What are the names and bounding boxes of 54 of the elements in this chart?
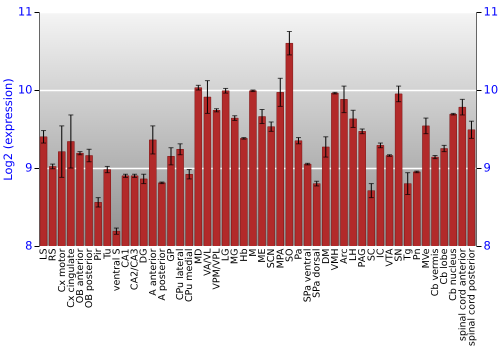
x-tick-label: VA/VL — [202, 248, 214, 276]
x-tick-label: SO — [284, 248, 296, 262]
y-tick-label: 8 — [25, 238, 32, 252]
x-tick-label: Cx cingulate — [66, 248, 77, 308]
y2-tick-label: 9 — [484, 160, 491, 174]
x-tick-label: Tu — [102, 248, 114, 260]
x-tick-label: CA2/CA3 — [130, 248, 141, 290]
x-tick-label: IC — [375, 248, 386, 258]
x-tick-label: OB posterior — [84, 248, 96, 308]
x-tick-label: DG — [138, 248, 150, 264]
x-tick-label: VTA — [384, 248, 396, 267]
y-tick-label: 11 — [18, 4, 32, 18]
y2-tick-label: 10 — [484, 82, 498, 96]
x-tick-label: M — [248, 248, 259, 257]
x-tick-label: A anterior — [148, 248, 159, 296]
x-tick-label: CA1 — [120, 248, 132, 268]
x-tick-label: LH — [348, 248, 360, 261]
x-tick-label: MG — [230, 248, 241, 264]
x-tick-label: RS — [48, 248, 59, 262]
x-tick-label: SN — [394, 248, 405, 262]
x-tick-label: Tg — [402, 248, 414, 262]
x-tick-label: spinal cord posterior — [466, 248, 478, 346]
x-tick-label: spinal cord anterior — [457, 248, 468, 342]
x-tick-label: Pa — [293, 248, 304, 260]
x-tick-label: Cb nucleus — [448, 248, 460, 301]
x-tick-label: VMH — [330, 248, 341, 270]
x-tick-label: MPA — [275, 248, 286, 268]
x-tick-label: DM — [320, 248, 332, 264]
x-tick-label: Arc — [338, 248, 350, 264]
x-tick-label: GP — [166, 248, 178, 262]
y2-tick-label: 11 — [484, 4, 498, 18]
x-tick-label: ME — [257, 248, 268, 263]
x-tick-label: LG — [220, 248, 232, 262]
x-tick-label: CPu medial — [184, 248, 196, 302]
x-tick-label: MVe — [420, 248, 432, 268]
x-tick-label: ventral S — [111, 248, 122, 292]
x-tick-label: Hb — [238, 248, 250, 262]
x-tick-label: VPM/VPL — [212, 248, 223, 290]
x-tick-label: SCN — [266, 248, 278, 268]
x-tick-label: LS — [38, 248, 50, 260]
x-tick-label: MD — [193, 248, 204, 264]
x-tick-label: Cb lobe — [439, 248, 450, 285]
x-tick-label: SC — [366, 248, 378, 262]
x-tick-label: Cx motor — [56, 248, 68, 292]
x-tick-label: PAG — [357, 248, 368, 268]
y-tick-label: 10 — [18, 82, 32, 96]
y-axis-title: Log2 (expression) — [0, 78, 15, 181]
x-tick-label: OB anterior — [74, 248, 86, 304]
x-tick-label: Pir — [93, 248, 104, 261]
x-tick-label: SPa dorsal — [312, 248, 323, 298]
x-tick-label: A posterior — [156, 248, 168, 301]
y-tick-label: 9 — [25, 160, 32, 174]
y2-tick-label: 8 — [484, 238, 491, 252]
x-tick-label: Pn — [412, 248, 423, 260]
